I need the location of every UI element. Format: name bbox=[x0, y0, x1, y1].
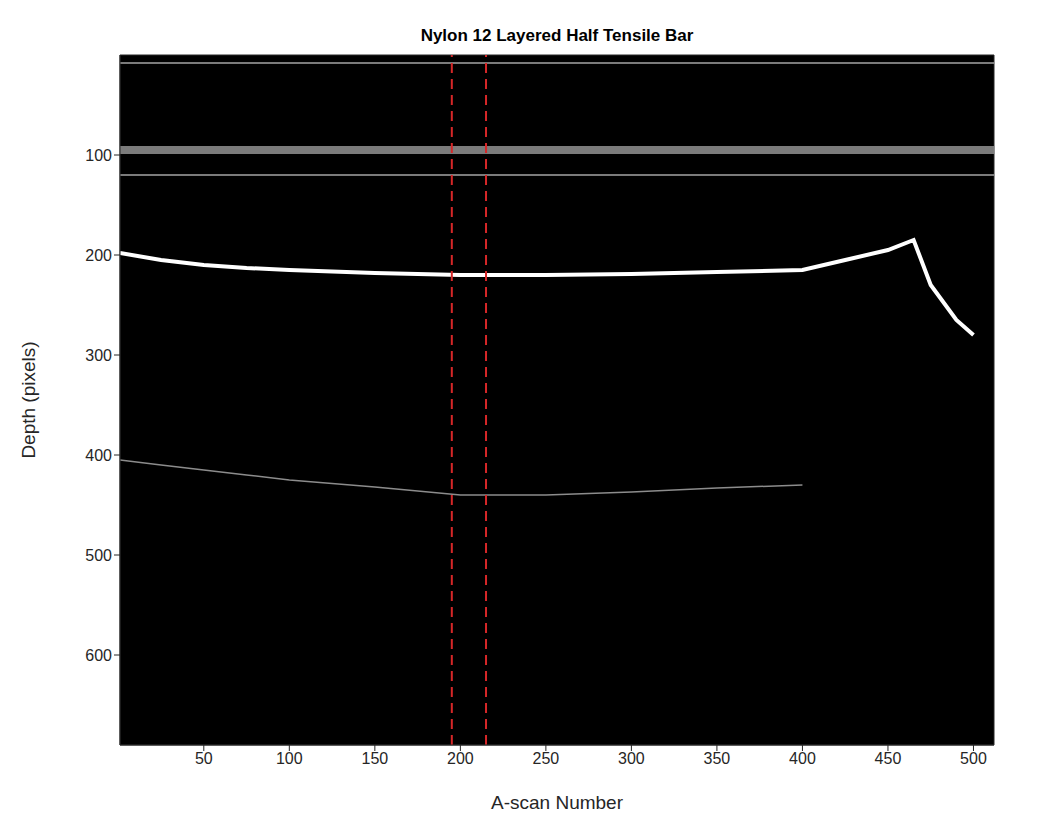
svg-text:450: 450 bbox=[875, 750, 902, 767]
svg-text:400: 400 bbox=[789, 750, 816, 767]
html-text:Nylon 12 Layered Half Tensile: Nylon 12 Layered Half Tensile Bar bbox=[420, 26, 694, 45]
svg-text:600: 600 bbox=[85, 647, 112, 664]
svg-text:300: 300 bbox=[618, 750, 645, 767]
svg-text:150: 150 bbox=[361, 750, 388, 767]
svg-text:500: 500 bbox=[85, 547, 112, 564]
svg-text:400: 400 bbox=[85, 447, 112, 464]
svg-text:50: 50 bbox=[195, 750, 213, 767]
svg-text:100: 100 bbox=[85, 147, 112, 164]
svg-text:Depth (pixels): Depth (pixels) bbox=[18, 341, 39, 458]
svg-text:250: 250 bbox=[533, 750, 560, 767]
svg-text:300: 300 bbox=[85, 347, 112, 364]
svg-text:200: 200 bbox=[85, 247, 112, 264]
svg-text:100: 100 bbox=[276, 750, 303, 767]
svg-text:350: 350 bbox=[704, 750, 731, 767]
svg-text:500: 500 bbox=[960, 750, 987, 767]
svg-text:A-scan Number: A-scan Number bbox=[491, 792, 624, 813]
svg-text:200: 200 bbox=[447, 750, 474, 767]
